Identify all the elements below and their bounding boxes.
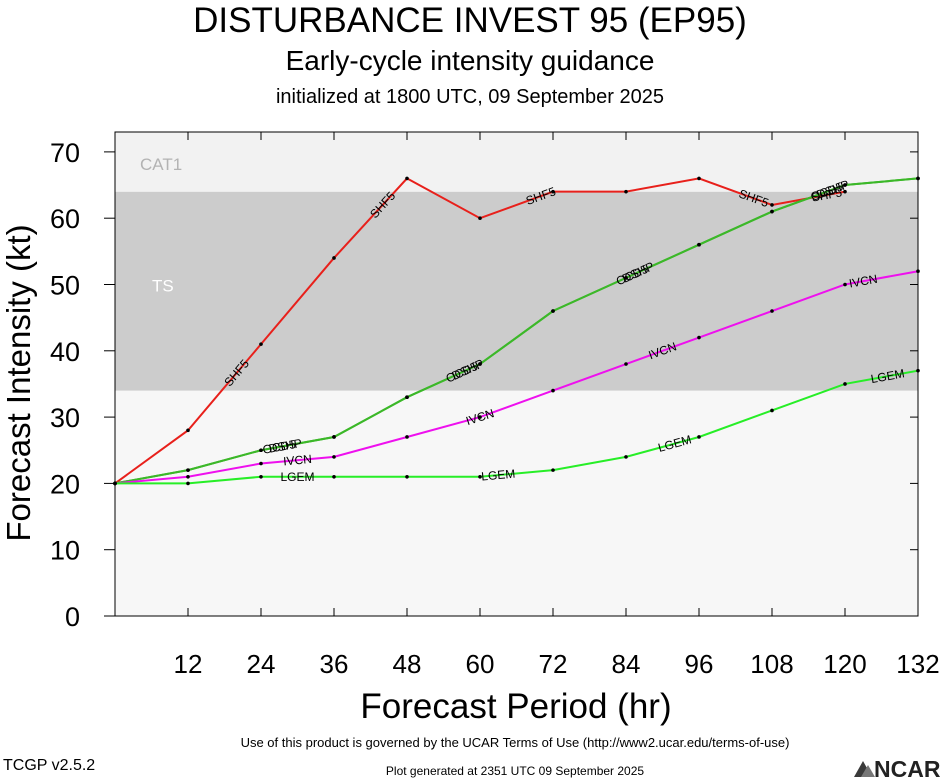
data-point-ocd5 bbox=[186, 468, 190, 472]
series-label-shf5: SHF5 bbox=[810, 185, 843, 204]
data-point-ivcn bbox=[843, 282, 847, 287]
data-point-lgem bbox=[186, 481, 190, 486]
data-point-lgem bbox=[697, 435, 701, 439]
series-label-ivcn: IVCN bbox=[283, 452, 313, 469]
band-cat1 bbox=[115, 132, 918, 192]
data-point-shf5 bbox=[624, 189, 628, 194]
x-tick-label: 108 bbox=[750, 649, 793, 679]
data-point-ivcn bbox=[551, 388, 555, 393]
y-tick-label: 60 bbox=[50, 204, 80, 234]
y-tick-label: 30 bbox=[50, 403, 80, 433]
band-label: CAT1 bbox=[140, 155, 182, 174]
x-tick-label: 132 bbox=[896, 649, 939, 679]
x-tick-label: 12 bbox=[174, 649, 203, 679]
data-point-ocd5 bbox=[332, 435, 336, 439]
y-tick-label: 20 bbox=[50, 469, 80, 499]
terms-notice: Use of this product is governed by the U… bbox=[240, 735, 790, 750]
data-point-lgem bbox=[843, 382, 847, 386]
ncar-logo-text: NCAR bbox=[874, 756, 940, 780]
series-label-lgem: LGEM bbox=[870, 366, 906, 386]
series-label-ivcn: IVCN bbox=[848, 272, 879, 291]
chart-title: DISTURBANCE INVEST 95 (EP95) bbox=[193, 1, 747, 40]
data-point-ivcn bbox=[697, 335, 701, 340]
y-tick-label: 50 bbox=[50, 270, 80, 300]
data-point-shf5 bbox=[770, 203, 774, 207]
data-point-ocd5 bbox=[770, 209, 774, 214]
data-point-shf5 bbox=[478, 216, 482, 220]
x-tick-label: 84 bbox=[612, 649, 641, 679]
data-point-ivcn bbox=[332, 455, 336, 459]
y-tick-label: 40 bbox=[50, 337, 80, 367]
ncar-logo: NCAR bbox=[854, 756, 940, 780]
data-point-ivcn bbox=[478, 415, 482, 419]
x-tick-label: 60 bbox=[466, 649, 495, 679]
data-point-ocd5 bbox=[259, 448, 263, 453]
band-label: TS bbox=[152, 276, 174, 295]
data-point-ivcn bbox=[259, 461, 263, 466]
data-point-shf5 bbox=[186, 428, 190, 433]
data-point-ivcn bbox=[186, 474, 190, 479]
x-tick-label: 96 bbox=[685, 649, 714, 679]
series-line-ocd5 bbox=[114, 177, 919, 485]
data-point-shf5 bbox=[405, 176, 409, 181]
x-tick-label: 36 bbox=[320, 649, 349, 679]
data-point-lgem bbox=[770, 408, 774, 413]
data-point-shf5 bbox=[697, 176, 701, 181]
data-point-ocd5 bbox=[551, 309, 555, 313]
data-point-lgem bbox=[624, 455, 628, 459]
x-tick-label: 48 bbox=[393, 649, 422, 679]
data-point-ocd5 bbox=[624, 276, 628, 280]
data-point-ocd5 bbox=[478, 362, 482, 366]
series-label-lgem: LGEM bbox=[280, 470, 314, 484]
data-point-lgem bbox=[551, 468, 555, 472]
series-label-lgem: LGEM bbox=[481, 467, 516, 484]
chart-subtitle: Early-cycle intensity guidance bbox=[285, 45, 655, 76]
td-background bbox=[115, 390, 918, 616]
x-tick-label: 24 bbox=[247, 649, 276, 679]
plot-frame bbox=[114, 131, 919, 617]
data-point-ocd5 bbox=[843, 183, 847, 187]
data-point-shf5 bbox=[259, 342, 263, 346]
data-point-ivcn bbox=[624, 362, 628, 366]
data-point-lgem bbox=[405, 474, 409, 479]
version-label: TCGP v2.5.2 bbox=[3, 757, 96, 774]
y-tick-label: 0 bbox=[65, 602, 80, 632]
data-point-shf5 bbox=[843, 189, 847, 194]
data-point-ivcn bbox=[770, 309, 774, 313]
x-axis-label: Forecast Period (hr) bbox=[360, 687, 671, 726]
data-point-ivcn bbox=[405, 435, 409, 439]
data-point-shf5 bbox=[332, 256, 336, 260]
data-point-ocd5 bbox=[697, 242, 701, 247]
y-axis-label: Forecast Intensity (kt) bbox=[0, 224, 37, 541]
data-point-ocd5 bbox=[405, 395, 409, 400]
data-point-lgem bbox=[259, 474, 263, 479]
band-ts bbox=[115, 191, 918, 391]
y-tick-label: 70 bbox=[50, 138, 80, 168]
series-label-ocd5: OCD5 bbox=[262, 437, 298, 457]
data-point-shf5 bbox=[551, 189, 555, 194]
series-label-dshp: DSHP bbox=[268, 436, 303, 456]
ncar-logo-mark bbox=[854, 761, 875, 777]
series-line-lgem bbox=[115, 369, 919, 485]
data-point-lgem bbox=[478, 474, 482, 479]
series-line-ivcn bbox=[114, 270, 919, 485]
data-point-lgem bbox=[332, 474, 336, 479]
x-tick-label: 72 bbox=[539, 649, 568, 679]
init-time: initialized at 1800 UTC, 09 September 20… bbox=[275, 86, 664, 108]
x-tick-label: 120 bbox=[823, 649, 866, 679]
y-tick-label: 10 bbox=[50, 536, 80, 566]
generated-time: Plot generated at 2351 UTC 09 September … bbox=[385, 764, 645, 778]
